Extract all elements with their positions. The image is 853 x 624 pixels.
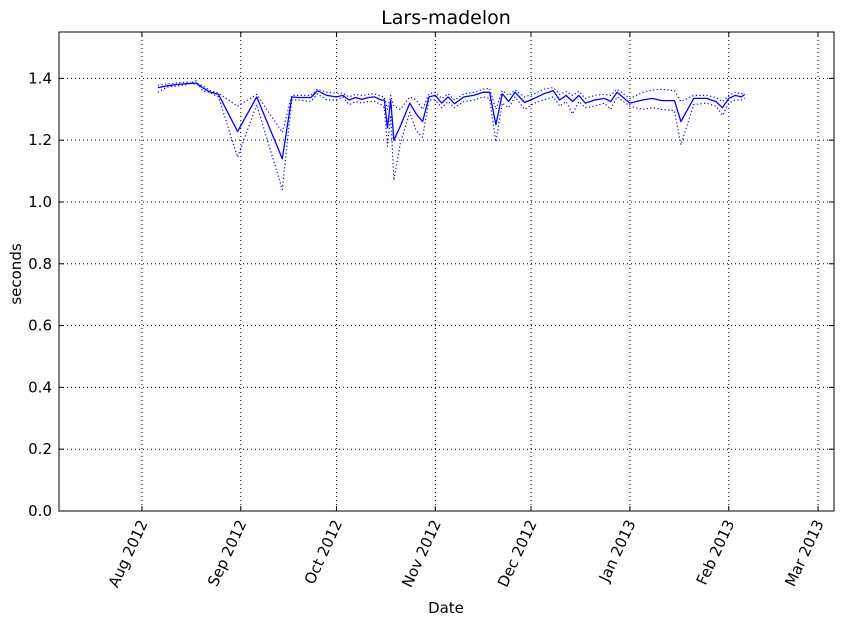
y-tick-label: 1.2 [28,131,52,149]
series-line-solid [157,82,746,160]
series-layer [157,80,746,191]
y-tick-label: 0.2 [28,440,52,458]
series-line-dotted-1 [157,80,745,191]
plot-frame [58,31,835,512]
y-tick-label: 0.0 [28,502,52,520]
y-tick-label: 1.0 [28,193,52,211]
y-tick-label: 0.4 [28,378,52,396]
series-line-dotted-2 [157,81,745,133]
y-tick-label: 0.8 [28,255,52,273]
x-axis-label: Date [428,599,464,617]
y-tick-label: 1.4 [28,69,52,87]
y-tick-label: 0.6 [28,317,52,335]
chart-title: Lars-madelon [381,7,511,29]
y-axis-label: seconds [7,243,25,304]
